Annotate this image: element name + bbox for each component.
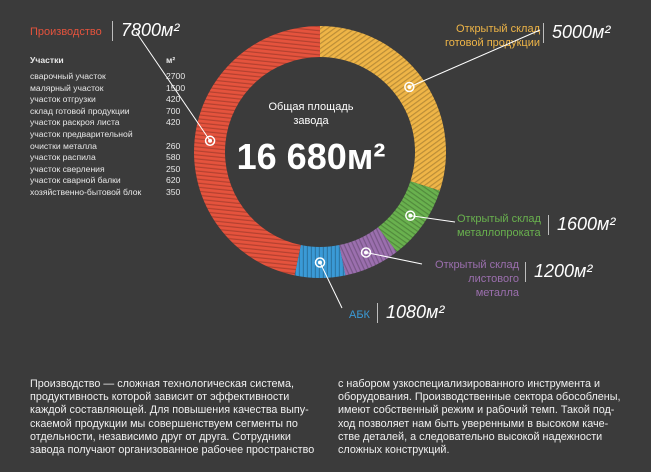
area-name: участок отгрузки: [30, 94, 96, 105]
area-value: 260: [166, 140, 181, 151]
metal-stock-label: Открытый склад металлопроката: [457, 213, 541, 239]
slice-production: [193, 26, 320, 276]
table-row: участок сверления 250: [30, 164, 185, 176]
leader-line-sheet-metal: [365, 251, 423, 265]
center-title: Общая площадь завода: [268, 101, 354, 127]
description-left: Производство — сложная технологическая с…: [30, 378, 320, 457]
area-name: участок распила: [30, 152, 96, 163]
slice-sheet-metal: [339, 227, 397, 276]
table-row: очистки металла 260: [30, 141, 185, 153]
areas-table: Участки м² сварочный участок 2700 малярный…: [30, 55, 185, 199]
sheet-metal-label: Открытый склад листового металла: [435, 259, 519, 299]
area-value: 2700: [166, 71, 186, 81]
area-name: склад готовой продукции: [30, 105, 130, 116]
description-line: каждой составляющей. Для повышения качес…: [30, 404, 309, 417]
description-line: имеют собственный режим и рабочий темп. …: [338, 404, 615, 417]
areas-table-wrap: Участки м² сварочный участок 2700 малярный…: [30, 55, 185, 199]
description-right: с набором узкоспециализированного инстру…: [338, 378, 628, 457]
total-area-value: 16 680м²: [236, 136, 386, 177]
description-line: продуктивность которой зависит от эффект…: [30, 391, 290, 404]
marker-ring-metal-stock: [405, 210, 416, 221]
marker-dot-metal-stock: [408, 213, 413, 218]
area-name: участок предварительной: [30, 128, 133, 139]
description-line: с набором узкоспециализированного инстру…: [338, 378, 600, 390]
slice-finished-goods: [320, 26, 447, 191]
description-line: Производство — сложная технологическая с…: [30, 378, 294, 390]
table-row: участок предварительной: [30, 129, 185, 141]
areas-header-unit: м²: [166, 55, 176, 65]
areas-header-name: Участки: [30, 55, 64, 65]
description-line: сложных конструкций.: [338, 444, 450, 457]
area-value: 1500: [166, 82, 186, 93]
sheet-metal-value: 1200м²: [525, 261, 592, 283]
area-value: 580: [166, 152, 181, 163]
description-line: ход позволяет нам быть уверенными в высо…: [338, 417, 609, 430]
marker-dot-finished-goods: [407, 84, 412, 89]
abk-label: АБК: [349, 309, 370, 321]
description-line: стве деталей, а следовательно высокой на…: [338, 430, 603, 443]
finished-goods-value: 5000м²: [543, 22, 610, 44]
table-row: участок раскроя листа 420: [30, 117, 185, 129]
leader-line-metal-stock: [410, 215, 456, 223]
table-row: участок распила 580: [30, 152, 185, 164]
area-name: сварочный участок: [30, 71, 106, 81]
leader-line-abk: [319, 262, 343, 309]
abk-value: 1080м²: [377, 302, 444, 324]
marker-ring-abk: [314, 257, 326, 268]
description-line: скаемой продукции мы совершенствуем сегм…: [30, 417, 298, 430]
marker-dot-abk: [318, 260, 322, 265]
description-line: завода получают организованное рабочее п…: [30, 444, 315, 457]
table-row: сварочный участок 2700: [30, 71, 185, 83]
table-row: участок отгрузки 420: [30, 94, 185, 106]
area-name: участок сверления: [30, 163, 105, 174]
area-name: участок сварной балки: [30, 175, 121, 186]
area-value: 620: [166, 175, 181, 186]
marker-dot-production: [208, 138, 213, 143]
description-line: отдельности, независимо друг от друга. С…: [30, 430, 291, 443]
leader-line-production: [135, 31, 211, 142]
production-value: 7800м²: [112, 20, 179, 42]
marker-ring-sheet-metal: [360, 247, 372, 258]
table-row: хозяйственно-бытовой блок 350: [30, 187, 185, 199]
area-name: хозяйственно-бытовой блок: [30, 186, 142, 197]
area-name: малярный участок: [30, 82, 104, 93]
leader-line-finished-goods: [409, 29, 541, 88]
table-row: малярный участок 1500: [30, 83, 185, 95]
area-name: участок раскроя листа: [30, 117, 120, 128]
marker-ring-production: [204, 135, 216, 147]
area-value: 350: [166, 186, 181, 197]
area-value: 700: [166, 105, 181, 116]
production-label: Производство: [30, 26, 102, 38]
table-row: склад готовой продукции 700: [30, 106, 185, 118]
area-value: 420: [166, 117, 181, 128]
marker-dot-sheet-metal: [364, 250, 369, 255]
table-row: участок сварной балки 620: [30, 175, 185, 187]
area-value: 420: [166, 94, 181, 105]
marker-ring-finished-goods: [404, 81, 415, 93]
description-line: оборудования. Производственные сектора о…: [338, 391, 621, 404]
metal-stock-value: 1600м²: [548, 214, 615, 236]
area-value: 250: [166, 163, 181, 174]
area-name: очистки металла: [30, 140, 97, 151]
